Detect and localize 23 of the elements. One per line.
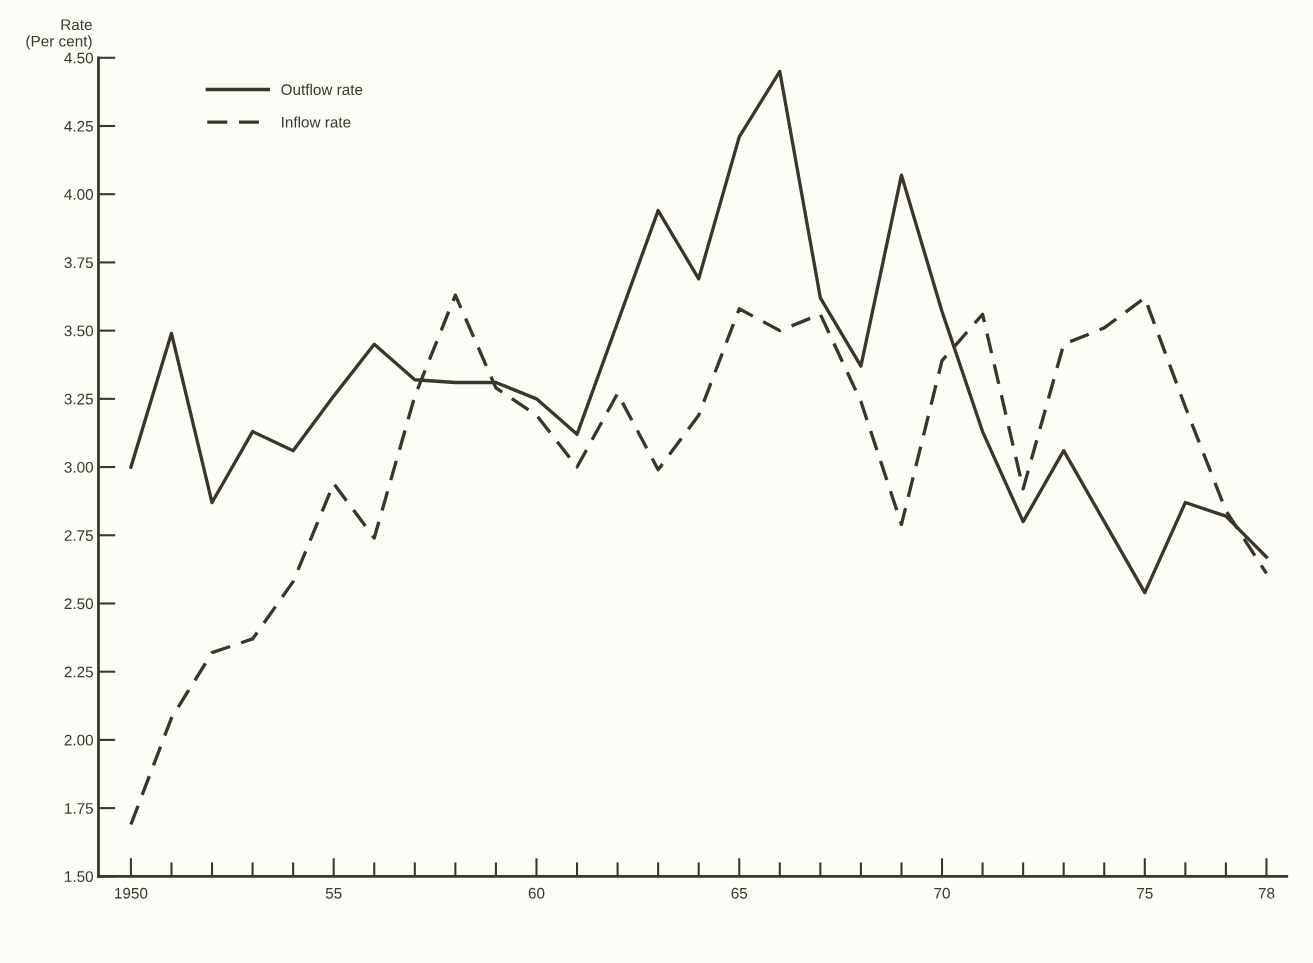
x-tick-label: 1950 — [115, 887, 148, 899]
y-tick-label: 4.00 — [64, 189, 94, 200]
legend-label: Outflow rate — [281, 83, 363, 96]
y-tick-label: 4.25 — [64, 120, 93, 132]
x-tick-label: 60 — [528, 887, 545, 899]
y-tick-label: 3.50 — [64, 325, 94, 337]
y-tick-label: 2.75 — [64, 530, 93, 541]
y-tick-label: 2.00 — [64, 734, 94, 746]
y-tick-label: 3.25 — [64, 393, 93, 405]
y-tick-label: 4.50 — [64, 52, 94, 64]
x-tick-label: 75 — [1137, 888, 1153, 899]
legend-label: Inflow rate — [282, 116, 351, 128]
x-tick-label: 65 — [731, 887, 748, 899]
x-tick-label: 78 — [1258, 887, 1275, 899]
y-axis-title: Rate (Per cent) — [26, 19, 92, 50]
y-tick-label: 1.50 — [65, 871, 94, 883]
x-tick-label: 55 — [325, 888, 342, 899]
y-tick-label: 2.25 — [64, 666, 93, 678]
y-tick-label: 2.50 — [64, 598, 94, 610]
y-tick-label: 1.75 — [65, 803, 93, 814]
y-tick-label: 3.00 — [64, 461, 94, 473]
x-tick-label: 70 — [934, 887, 950, 899]
y-tick-label: 3.75 — [64, 257, 93, 269]
